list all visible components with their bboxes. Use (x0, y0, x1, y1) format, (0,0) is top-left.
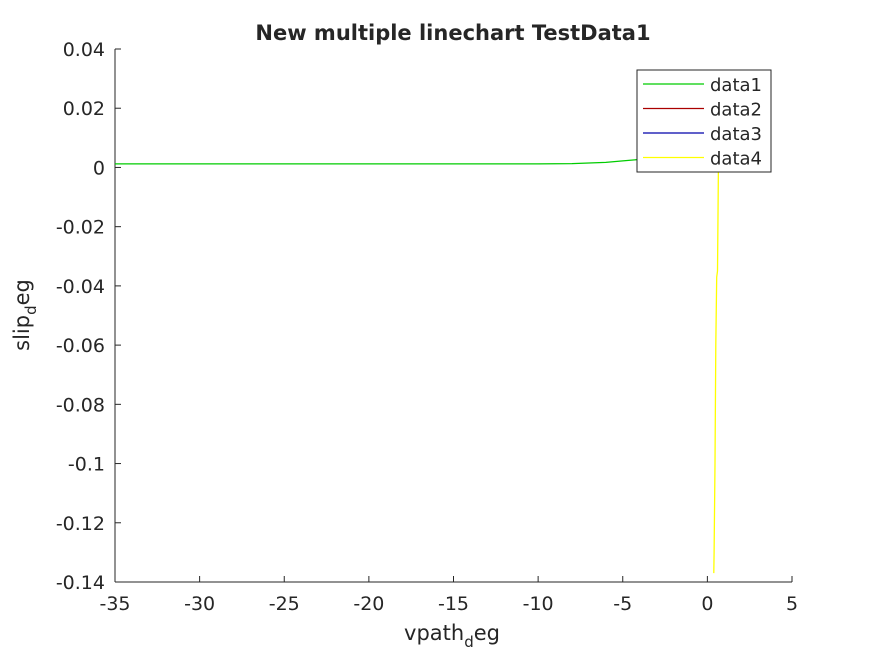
y-tick-label: -0.06 (56, 335, 105, 357)
x-tick-label: 5 (786, 593, 798, 615)
y-tick-label: -0.12 (56, 513, 105, 535)
legend: data1 data2 data3 data4 (636, 69, 772, 173)
y-label-subscript: d (22, 305, 40, 315)
y-tick-label: -0.1 (68, 454, 105, 476)
x-tick-label: -10 (523, 593, 554, 615)
x-label-tail: eg (474, 621, 500, 645)
series-line-data4 (713, 167, 720, 574)
legend-label: data4 (710, 149, 762, 170)
y-tick-label: 0.04 (63, 39, 105, 61)
legend-label: data1 (710, 75, 762, 96)
x-tick-label: -15 (438, 593, 469, 615)
y-tick-label: 0.02 (63, 98, 105, 120)
x-tick-label: -30 (184, 593, 215, 615)
x-tick-label: -35 (99, 593, 130, 615)
y-label-tail: eg (10, 279, 34, 305)
x-axis: -35 -30 -25 -20 -15 -10 -5 0 5 (99, 576, 798, 615)
x-label-subscript: d (464, 633, 474, 651)
y-tick-label: -0.02 (56, 217, 105, 239)
x-axis-label: vpathdeg (404, 621, 500, 651)
y-axis-label: slipdeg (10, 279, 40, 351)
chart-title: New multiple linechart TestData1 (255, 21, 650, 45)
x-label-main: vpath (404, 621, 464, 645)
y-tick-label: 0 (93, 157, 105, 179)
y-tick-label: -0.14 (56, 572, 105, 594)
x-tick-label: -25 (269, 593, 300, 615)
legend-label: data3 (710, 124, 762, 145)
y-tick-label: -0.08 (56, 394, 105, 416)
legend-box (636, 69, 772, 173)
legend-label: data2 (710, 100, 762, 121)
x-tick-label: 0 (701, 593, 713, 615)
y-tick-label: -0.04 (56, 276, 105, 298)
x-tick-label: -5 (613, 593, 632, 615)
y-label-main: slip (10, 315, 34, 351)
y-axis: 0.04 0.02 0 -0.02 -0.04 -0.06 -0.08 -0.1 -0.12 -0… (56, 39, 121, 594)
x-tick-label: -20 (353, 593, 384, 615)
